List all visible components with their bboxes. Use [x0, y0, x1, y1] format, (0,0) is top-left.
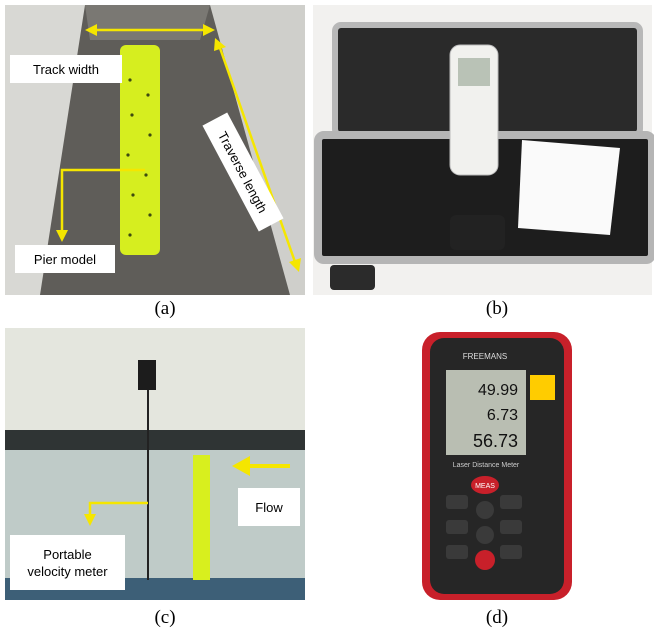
- panel-caption: (d): [486, 607, 508, 629]
- photo-d: FREEMANS 49.99 6.73 56.73 Laser Distance…: [422, 332, 572, 600]
- annotation: Pier model: [15, 245, 115, 273]
- device-brand: FREEMANS: [463, 352, 507, 361]
- photo-b: [313, 5, 652, 295]
- device-button: MEAS: [475, 483, 495, 490]
- device-caption: Laser Distance Meter: [453, 462, 520, 469]
- panel-caption: (b): [486, 298, 508, 320]
- annotation: Flow: [238, 488, 300, 526]
- device-reading: 56.73: [473, 431, 518, 451]
- annotation-line: Portable: [43, 546, 91, 563]
- device-reading: 6.73: [487, 407, 518, 424]
- panel-caption: (c): [154, 607, 175, 629]
- figure: FREEMANS 49.99 6.73 56.73 Laser Distance…: [0, 0, 654, 633]
- annotation: Track width: [10, 55, 122, 83]
- annotation-line: velocity meter: [27, 563, 107, 580]
- panel-caption: (a): [154, 298, 175, 320]
- device-reading: 49.99: [478, 382, 518, 399]
- annotation: Portable velocity meter: [10, 535, 125, 590]
